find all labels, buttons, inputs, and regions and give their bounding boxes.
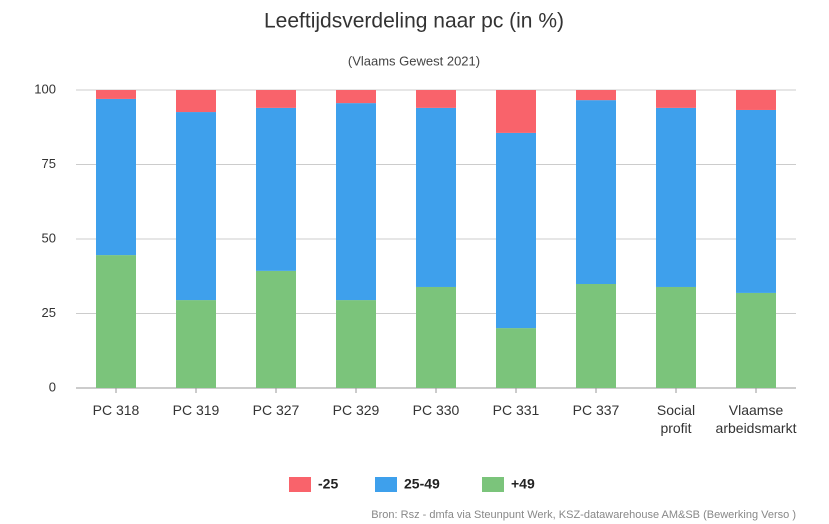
bar-segment [416,107,456,287]
legend-swatch [482,477,504,492]
bar-segment [336,300,376,388]
bar-segment [176,90,216,113]
bar-segment [416,90,456,108]
x-tick-label-box: Vlaamse arbeidsmarkt [716,401,797,437]
bar-segment [416,286,456,388]
x-tick-label-box: Social profit [646,401,706,437]
legend-swatch [289,477,311,492]
bar-segment [256,270,296,388]
x-tick-label: PC 318 [92,402,140,418]
x-tick-label: PC 330 [412,402,460,418]
bar-segment [656,107,696,287]
bar-segment [176,300,216,388]
bar-segment [736,109,776,293]
bar-segment [96,98,136,256]
y-tick-label: 100 [34,81,56,96]
x-tick-label: Vlaamse arbeidsmarkt [715,402,797,436]
x-tick-label-box: PC 319 [166,401,226,419]
source: Bron: Rsz - dmfa via Steunpunt Werk, KSZ… [371,509,796,521]
bar-segment [96,90,136,99]
bar-segment [336,103,376,301]
bar-segment [656,90,696,108]
y-tick-label: 0 [49,379,56,394]
y-tick-label: 25 [42,305,56,320]
legend-label: 25-49 [404,476,440,492]
legend-label: +49 [511,476,535,492]
x-tick-label: PC 331 [492,402,540,418]
x-tick-label-box: PC 337 [566,401,626,419]
x-tick-label-box: PC 327 [246,401,306,419]
bar-segment [736,90,776,110]
x-tick-label: PC 327 [252,402,300,418]
bar-segment [736,292,776,388]
bar-segment [576,283,616,388]
x-tick-label-box: PC 330 [406,401,466,419]
bar-segment [256,90,296,108]
x-tick-label: Social profit [656,402,696,436]
x-tick-label-box: PC 331 [486,401,546,419]
x-tick-label-box: PC 329 [326,401,386,419]
x-tick-label: PC 329 [332,402,380,418]
bar-segment [656,286,696,388]
bar-segment [176,112,216,301]
y-tick-label: 75 [42,156,56,171]
bar-segment [496,132,536,329]
bar-segment [496,328,536,388]
x-tick-label: PC 319 [172,402,220,418]
y-tick-label: 50 [42,230,56,245]
legend-swatch [375,477,397,492]
bar-segment [576,90,616,101]
chart-title: Leeftijdsverdeling naar pc (in %) [264,10,564,33]
x-tick-label-box: PC 318 [86,401,146,419]
bar-segment [496,90,536,133]
x-tick-label: PC 337 [572,402,620,418]
bar-segment [576,100,616,284]
legend-label: -25 [318,476,338,492]
bar-segment [336,90,376,104]
chart-subtitle: (Vlaams Gewest 2021) [348,53,480,68]
bar-segment [256,107,296,271]
bar-segment [96,255,136,388]
